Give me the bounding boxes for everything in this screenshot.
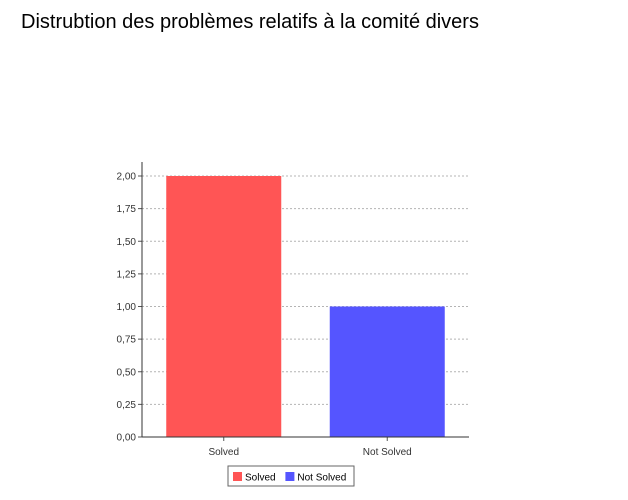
- chart-title: Distrubtion des problèmes relatifs à la …: [21, 11, 479, 33]
- x-tick-label: Not Solved: [363, 447, 412, 458]
- y-tick-label: 0,00: [117, 433, 137, 444]
- legend-swatch-not-solved: [285, 472, 295, 481]
- y-tick-label: 1,00: [117, 302, 137, 313]
- y-tick-label: 1,25: [117, 269, 137, 280]
- legend-label-not-solved: Not Solved: [297, 473, 346, 484]
- y-tick-label: 2,00: [117, 172, 137, 183]
- y-tick-label: 1,75: [117, 204, 137, 215]
- y-tick-label: 0,50: [117, 367, 137, 378]
- bar-solved: [166, 176, 282, 437]
- y-tick-label: 0,75: [117, 335, 137, 346]
- legend-label-solved: Solved: [245, 473, 276, 484]
- y-tick-label: 0,25: [117, 400, 137, 411]
- x-tick-label: Solved: [208, 447, 239, 458]
- legend-swatch-solved: [233, 472, 242, 481]
- y-tick-label: 1,50: [117, 237, 137, 248]
- bar-not-solved: [329, 306, 445, 437]
